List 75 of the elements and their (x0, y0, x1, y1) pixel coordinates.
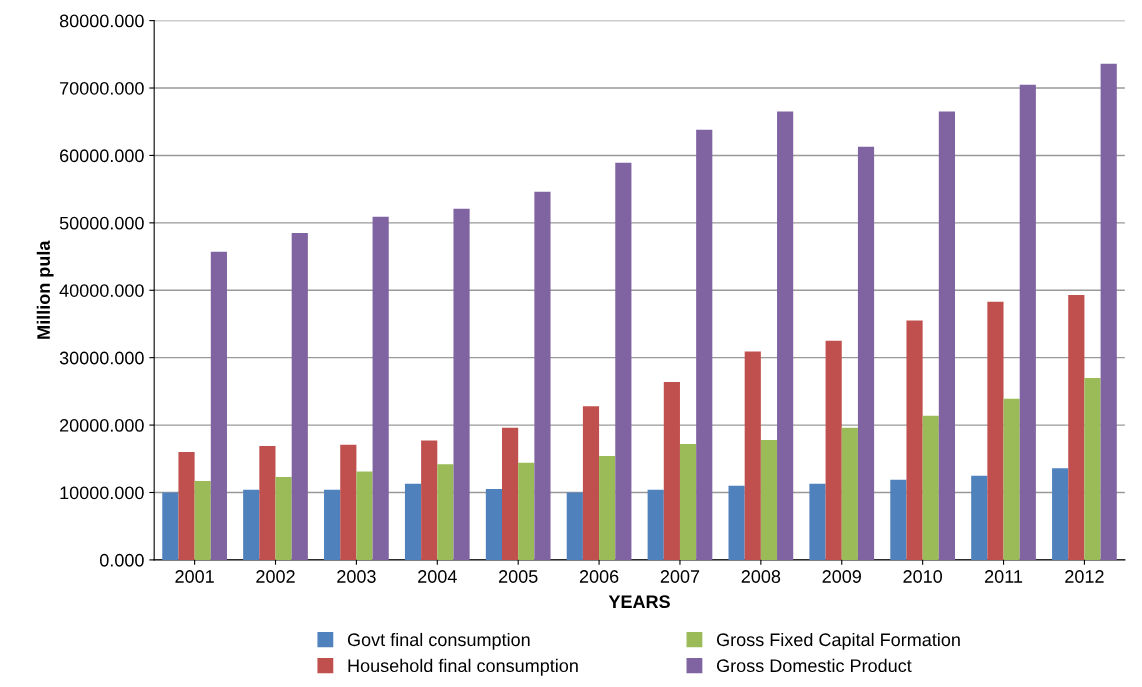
bar (841, 427, 858, 560)
bar (679, 443, 697, 560)
bar (421, 440, 438, 560)
bar (1003, 398, 1020, 560)
bar (825, 340, 842, 560)
x-tick-label: 2010 (903, 570, 943, 583)
bar (534, 191, 551, 560)
bar (647, 489, 664, 560)
bar (372, 216, 389, 560)
y-tick-label: 60000.000 (60, 149, 144, 163)
bar (404, 483, 422, 560)
y-tick-label: 40000.000 (59, 284, 144, 297)
x-tick-label: 2003 (337, 570, 376, 583)
bar (291, 232, 308, 560)
bar (987, 301, 1004, 560)
bar (178, 452, 195, 560)
legend-label: Gross Fixed Capital Formation (717, 632, 960, 650)
bar (210, 251, 227, 560)
x-tick-label: 2008 (741, 570, 781, 583)
bar (809, 483, 826, 560)
y-tick-label: 30000.000 (59, 351, 144, 365)
bar (599, 456, 616, 560)
bar (922, 415, 939, 560)
bar (194, 481, 211, 560)
bar (162, 492, 179, 560)
bar (760, 439, 778, 560)
bar (777, 111, 794, 560)
y-tick-label: 20000.000 (60, 419, 144, 432)
bar (582, 406, 600, 560)
bar (906, 320, 923, 560)
bar (728, 485, 745, 560)
bar (356, 471, 373, 560)
bar (275, 476, 292, 560)
bar (340, 444, 357, 560)
legend-label: Gross Domestic Product (717, 658, 912, 673)
x-tick-label: 2005 (499, 570, 538, 583)
bar (324, 489, 341, 560)
bar (437, 464, 454, 560)
bar (518, 462, 535, 560)
bar (744, 351, 761, 560)
y-axis-title: Million pula (36, 240, 54, 339)
bar (1052, 468, 1069, 560)
x-tick-label: 2001 (175, 570, 214, 583)
x-axis-title: YEARS (608, 595, 670, 609)
y-tick-label: 50000.000 (59, 216, 144, 230)
legend-label: Govt final consumption (347, 632, 530, 650)
legend-label: Household final consumption (348, 658, 578, 676)
bar (857, 146, 875, 560)
bar (243, 489, 260, 560)
x-tick-label: 2012 (1065, 570, 1104, 583)
x-tick-label: 2004 (418, 570, 457, 583)
bar (938, 111, 955, 560)
bar (453, 208, 470, 560)
bar (1084, 377, 1101, 560)
bar (615, 162, 632, 560)
bar (971, 475, 988, 560)
bar (566, 492, 583, 560)
bar (485, 489, 502, 560)
y-tick-label: 70000.000 (60, 81, 144, 95)
bar (1019, 84, 1036, 560)
y-tick-label: 80000.000 (59, 14, 144, 28)
bar (1068, 294, 1085, 560)
bar (890, 479, 907, 560)
bar (663, 381, 680, 560)
bar (1100, 63, 1117, 560)
bar (502, 427, 519, 560)
x-tick-label: 2011 (985, 570, 1023, 583)
x-tick-label: 2009 (822, 570, 861, 583)
bar (696, 129, 713, 560)
x-tick-label: 2002 (256, 570, 295, 583)
x-tick-label: 2007 (660, 570, 700, 583)
y-tick-label: 0.000 (99, 553, 144, 567)
x-tick-label: 2006 (579, 570, 619, 583)
bar (259, 445, 276, 560)
y-tick-label: 10000.000 (60, 486, 144, 500)
